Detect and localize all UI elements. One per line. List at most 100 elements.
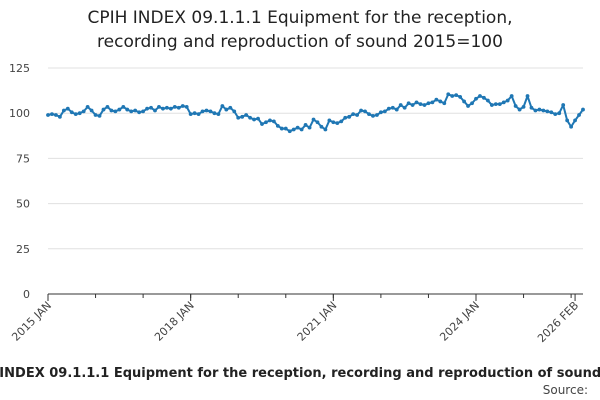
data-point[interactable]: [172, 104, 177, 109]
data-point[interactable]: [517, 107, 522, 112]
data-point[interactable]: [180, 104, 185, 108]
data-point[interactable]: [549, 110, 554, 115]
data-point[interactable]: [331, 120, 336, 125]
data-point[interactable]: [291, 127, 296, 132]
data-point[interactable]: [434, 97, 439, 102]
data-point[interactable]: [224, 107, 229, 112]
data-point[interactable]: [113, 109, 118, 114]
data-point[interactable]: [133, 108, 138, 113]
data-point[interactable]: [65, 106, 70, 111]
data-point[interactable]: [545, 109, 550, 114]
data-point[interactable]: [275, 123, 280, 128]
data-point[interactable]: [537, 107, 542, 112]
data-point[interactable]: [137, 110, 142, 115]
data-point[interactable]: [569, 124, 574, 129]
data-point[interactable]: [315, 120, 320, 125]
data-point[interactable]: [581, 107, 585, 112]
data-point[interactable]: [497, 102, 502, 107]
data-point[interactable]: [561, 103, 566, 107]
data-point[interactable]: [398, 103, 403, 107]
data-point[interactable]: [109, 108, 114, 113]
data-point[interactable]: [311, 117, 316, 122]
data-point[interactable]: [355, 113, 360, 117]
data-point[interactable]: [485, 98, 490, 103]
data-point[interactable]: [248, 115, 253, 120]
data-point[interactable]: [307, 125, 312, 130]
data-point[interactable]: [426, 101, 431, 106]
data-point[interactable]: [149, 105, 153, 110]
data-point[interactable]: [327, 118, 332, 123]
data-point[interactable]: [236, 115, 241, 120]
data-point[interactable]: [454, 93, 459, 98]
data-point[interactable]: [216, 112, 221, 116]
data-point[interactable]: [577, 113, 581, 117]
data-point[interactable]: [212, 111, 217, 116]
data-point[interactable]: [509, 94, 514, 98]
data-point[interactable]: [339, 119, 344, 124]
data-point[interactable]: [89, 108, 94, 113]
data-point[interactable]: [61, 108, 66, 113]
data-point[interactable]: [244, 113, 249, 117]
data-point[interactable]: [220, 104, 225, 108]
data-point[interactable]: [430, 100, 435, 105]
data-point[interactable]: [50, 112, 54, 116]
data-point[interactable]: [529, 105, 534, 110]
data-point[interactable]: [283, 126, 288, 131]
data-point[interactable]: [145, 106, 149, 111]
data-point[interactable]: [493, 102, 498, 107]
data-point[interactable]: [474, 96, 478, 101]
data-point[interactable]: [335, 121, 340, 126]
data-point[interactable]: [161, 106, 165, 111]
data-point[interactable]: [117, 107, 122, 112]
data-point[interactable]: [402, 105, 407, 110]
data-point[interactable]: [573, 118, 577, 123]
data-point[interactable]: [196, 112, 201, 116]
data-point[interactable]: [256, 116, 260, 121]
data-point[interactable]: [505, 98, 510, 103]
data-point[interactable]: [188, 112, 193, 116]
data-point[interactable]: [319, 124, 324, 129]
data-point[interactable]: [470, 101, 474, 106]
data-point[interactable]: [69, 110, 74, 115]
data-point[interactable]: [418, 102, 423, 107]
data-point[interactable]: [97, 114, 102, 118]
data-point[interactable]: [406, 101, 411, 106]
data-point[interactable]: [394, 107, 399, 112]
data-point[interactable]: [351, 112, 356, 116]
data-point[interactable]: [268, 118, 272, 123]
data-point[interactable]: [466, 104, 470, 108]
data-point[interactable]: [168, 106, 173, 111]
data-point[interactable]: [157, 104, 161, 109]
data-point[interactable]: [208, 109, 213, 114]
data-point[interactable]: [164, 105, 169, 110]
data-point[interactable]: [565, 118, 570, 123]
data-point[interactable]: [240, 114, 245, 119]
data-point[interactable]: [482, 95, 486, 100]
data-point[interactable]: [54, 113, 58, 117]
data-point[interactable]: [299, 127, 304, 132]
data-point[interactable]: [367, 112, 371, 116]
data-point[interactable]: [204, 108, 209, 113]
data-point[interactable]: [176, 105, 181, 110]
data-point[interactable]: [390, 105, 395, 110]
data-point[interactable]: [513, 104, 518, 108]
data-point[interactable]: [347, 114, 352, 119]
data-point[interactable]: [553, 112, 558, 116]
data-point[interactable]: [446, 92, 451, 97]
data-point[interactable]: [101, 107, 106, 112]
data-point[interactable]: [478, 94, 482, 98]
data-point[interactable]: [414, 100, 419, 105]
data-point[interactable]: [442, 101, 447, 106]
data-point[interactable]: [264, 120, 268, 125]
data-point[interactable]: [85, 104, 90, 109]
data-point[interactable]: [303, 123, 308, 127]
data-point[interactable]: [533, 108, 538, 113]
data-point[interactable]: [386, 106, 391, 111]
data-point[interactable]: [287, 129, 292, 134]
data-point[interactable]: [252, 117, 256, 122]
data-point[interactable]: [93, 113, 98, 117]
data-point[interactable]: [462, 99, 467, 104]
data-point[interactable]: [438, 99, 443, 104]
data-point[interactable]: [121, 104, 126, 109]
data-point[interactable]: [57, 114, 62, 119]
